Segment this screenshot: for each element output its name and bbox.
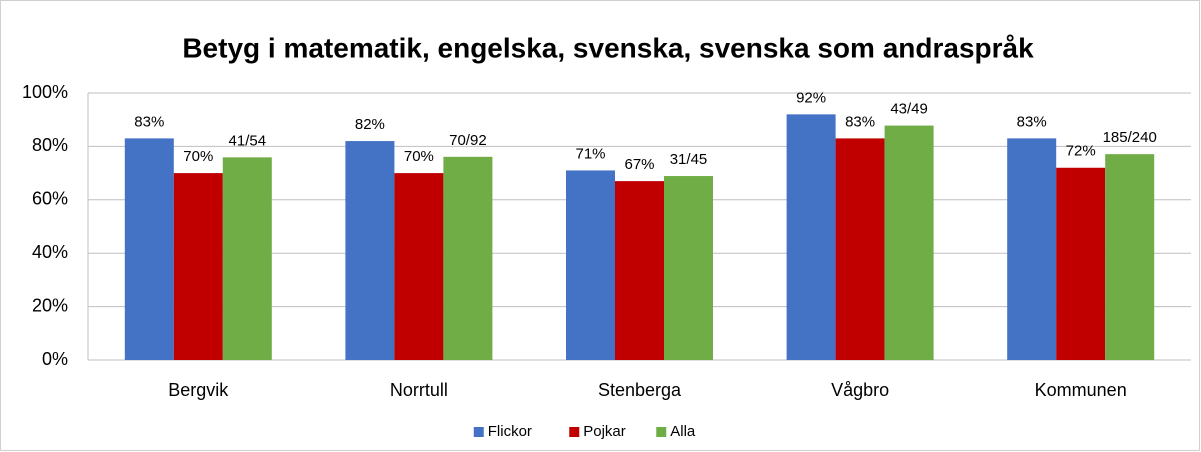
legend-swatch xyxy=(569,427,580,437)
legend-swatch xyxy=(473,427,484,437)
bar xyxy=(124,138,174,360)
bar xyxy=(566,170,615,360)
y-tick-label: 60% xyxy=(32,189,68,209)
data-label: 31/45 xyxy=(670,151,708,168)
bar xyxy=(786,114,836,360)
x-tick-label: Stenberga xyxy=(598,380,682,400)
bar xyxy=(884,125,934,360)
bar xyxy=(222,157,272,360)
y-tick-label: 0% xyxy=(42,349,68,369)
data-label: 83% xyxy=(1017,113,1047,130)
bar xyxy=(394,173,444,360)
legend-label: Alla xyxy=(670,423,696,440)
data-label: 185/240 xyxy=(1103,129,1157,146)
bar xyxy=(835,138,885,360)
y-tick-label: 20% xyxy=(32,295,68,315)
data-label: 83% xyxy=(845,113,875,130)
y-tick-label: 40% xyxy=(32,242,68,262)
data-label: 92% xyxy=(796,89,826,106)
data-label: 83% xyxy=(134,113,164,130)
data-label: 82% xyxy=(355,116,385,133)
bar xyxy=(443,156,493,360)
bar xyxy=(1056,167,1106,360)
x-tick-label: Norrtull xyxy=(390,380,448,400)
x-tick-label: Kommunen xyxy=(1035,380,1127,400)
data-label: 41/54 xyxy=(229,132,267,149)
data-label: 70% xyxy=(404,148,434,165)
bar xyxy=(345,141,395,360)
bar xyxy=(1007,138,1057,360)
data-label: 70% xyxy=(183,148,213,165)
data-label: 72% xyxy=(1066,143,1096,160)
bar xyxy=(1105,154,1155,360)
y-tick-label: 100% xyxy=(22,82,68,102)
data-label: 67% xyxy=(624,156,654,173)
bar xyxy=(173,173,223,360)
legend-label: Flickor xyxy=(488,423,532,440)
data-label: 70/92 xyxy=(449,132,487,149)
data-label: 71% xyxy=(575,145,605,162)
legend-swatch xyxy=(656,427,667,437)
x-tick-label: Vågbro xyxy=(831,380,889,400)
x-tick-label: Bergvik xyxy=(168,380,229,400)
legend-label: Pojkar xyxy=(583,423,626,440)
bar xyxy=(615,181,664,360)
y-tick-label: 80% xyxy=(32,135,68,155)
data-label: 43/49 xyxy=(890,101,928,118)
bar xyxy=(664,176,713,360)
chart-title: Betyg i matematik, engelska, svenska, sv… xyxy=(182,32,1034,63)
